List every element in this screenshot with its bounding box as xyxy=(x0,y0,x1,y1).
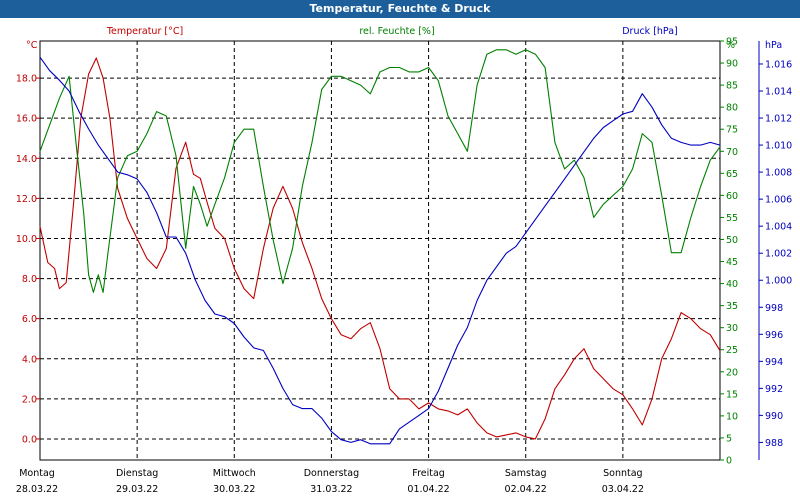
date-label: 30.03.22 xyxy=(213,484,255,495)
humidity-tick-label: 10 xyxy=(726,411,738,422)
pressure-tick-label: 1.014 xyxy=(765,87,792,98)
axes xyxy=(36,40,763,461)
pressure-axis-label: Druck [hPa] xyxy=(622,26,678,37)
pressure-series-line xyxy=(39,56,721,445)
humidity-tick-label: 25 xyxy=(726,345,738,356)
day-label: Freitag xyxy=(412,468,445,479)
chart-title-bar: Temperatur, Feuchte & Druck xyxy=(0,0,800,18)
pressure-tick-label: 992 xyxy=(765,384,783,395)
temperature-series-line xyxy=(39,57,721,440)
day-label: Dienstag xyxy=(116,468,158,479)
humidity-tick-label: 30 xyxy=(726,323,738,334)
date-label: 03.04.22 xyxy=(602,484,644,495)
humidity-tick-label: 55 xyxy=(726,213,738,224)
pressure-unit-label: hPa xyxy=(765,40,782,51)
temperature-tick-label: 16.0 xyxy=(16,114,37,125)
temperature-tick-label: 6.0 xyxy=(22,314,37,325)
humidity-tick-label: 90 xyxy=(726,59,738,70)
date-label: 02.04.22 xyxy=(505,484,547,495)
humidity-series-line xyxy=(39,49,721,293)
day-label: Donnerstag xyxy=(304,468,359,479)
day-label: Mittwoch xyxy=(213,468,256,479)
humidity-tick-label: 20 xyxy=(726,367,738,378)
day-label: Montag xyxy=(19,468,55,479)
date-label: 28.03.22 xyxy=(16,484,58,495)
pressure-tick-label: 1.004 xyxy=(765,222,792,233)
humidity-tick-label: 35 xyxy=(726,301,738,312)
pressure-tick-label: 988 xyxy=(765,438,783,449)
axis-labels: 0.0 2.0 4.0 6.0 8.0 10.0 12.0 14.0 16.0 18.0 °C 0 5 1… xyxy=(16,26,792,495)
grid-lines xyxy=(39,40,721,461)
temperature-tick-label: 4.0 xyxy=(22,354,37,365)
humidity-unit-label: % xyxy=(726,40,735,51)
pressure-tick-label: 1.012 xyxy=(765,114,792,125)
plot-frame xyxy=(39,40,721,461)
temperature-unit-label: °C xyxy=(26,40,38,51)
pressure-tick-label: 1.002 xyxy=(765,249,792,260)
temperature-tick-label: 10.0 xyxy=(16,234,37,245)
humidity-tick-label: 40 xyxy=(726,279,738,290)
humidity-tick-label: 80 xyxy=(726,103,738,114)
day-label: Samstag xyxy=(505,468,547,479)
series-lines xyxy=(39,49,721,445)
humidity-tick-label: 45 xyxy=(726,257,738,268)
humidity-tick-label: 60 xyxy=(726,191,738,202)
date-label: 01.04.22 xyxy=(407,484,449,495)
temperature-tick-label: 8.0 xyxy=(22,274,37,285)
pressure-tick-label: 1.008 xyxy=(765,168,792,179)
date-label: 31.03.22 xyxy=(310,484,352,495)
date-label: 29.03.22 xyxy=(116,484,158,495)
temperature-tick-label: 18.0 xyxy=(16,74,37,85)
humidity-tick-label: 95 xyxy=(726,37,738,48)
pressure-tick-label: 1.000 xyxy=(765,276,792,287)
pressure-tick-label: 1.010 xyxy=(765,141,792,152)
pressure-tick-label: 1.006 xyxy=(765,195,792,206)
humidity-tick-label: 0 xyxy=(726,456,732,467)
humidity-tick-label: 70 xyxy=(726,147,738,158)
pressure-tick-label: 1.016 xyxy=(765,59,792,70)
humidity-tick-label: 50 xyxy=(726,235,738,246)
humidity-axis-label: rel. Feuchte [%] xyxy=(359,26,434,37)
temperature-tick-label: 0.0 xyxy=(22,434,37,445)
pressure-tick-label: 994 xyxy=(765,357,783,368)
humidity-tick-label: 75 xyxy=(726,125,738,136)
day-label: Sonntag xyxy=(603,468,642,479)
humidity-tick-label: 85 xyxy=(726,81,738,92)
temperature-tick-label: 2.0 xyxy=(22,394,37,405)
pressure-tick-label: 990 xyxy=(765,411,783,422)
temperature-axis-label: Temperatur [°C] xyxy=(106,26,183,37)
temperature-tick-label: 14.0 xyxy=(16,154,37,165)
humidity-tick-label: 15 xyxy=(726,389,738,400)
pressure-tick-label: 998 xyxy=(765,303,783,314)
temperature-tick-label: 12.0 xyxy=(16,194,37,205)
pressure-tick-label: 996 xyxy=(765,330,783,341)
humidity-tick-label: 65 xyxy=(726,169,738,180)
humidity-tick-label: 5 xyxy=(726,433,732,444)
